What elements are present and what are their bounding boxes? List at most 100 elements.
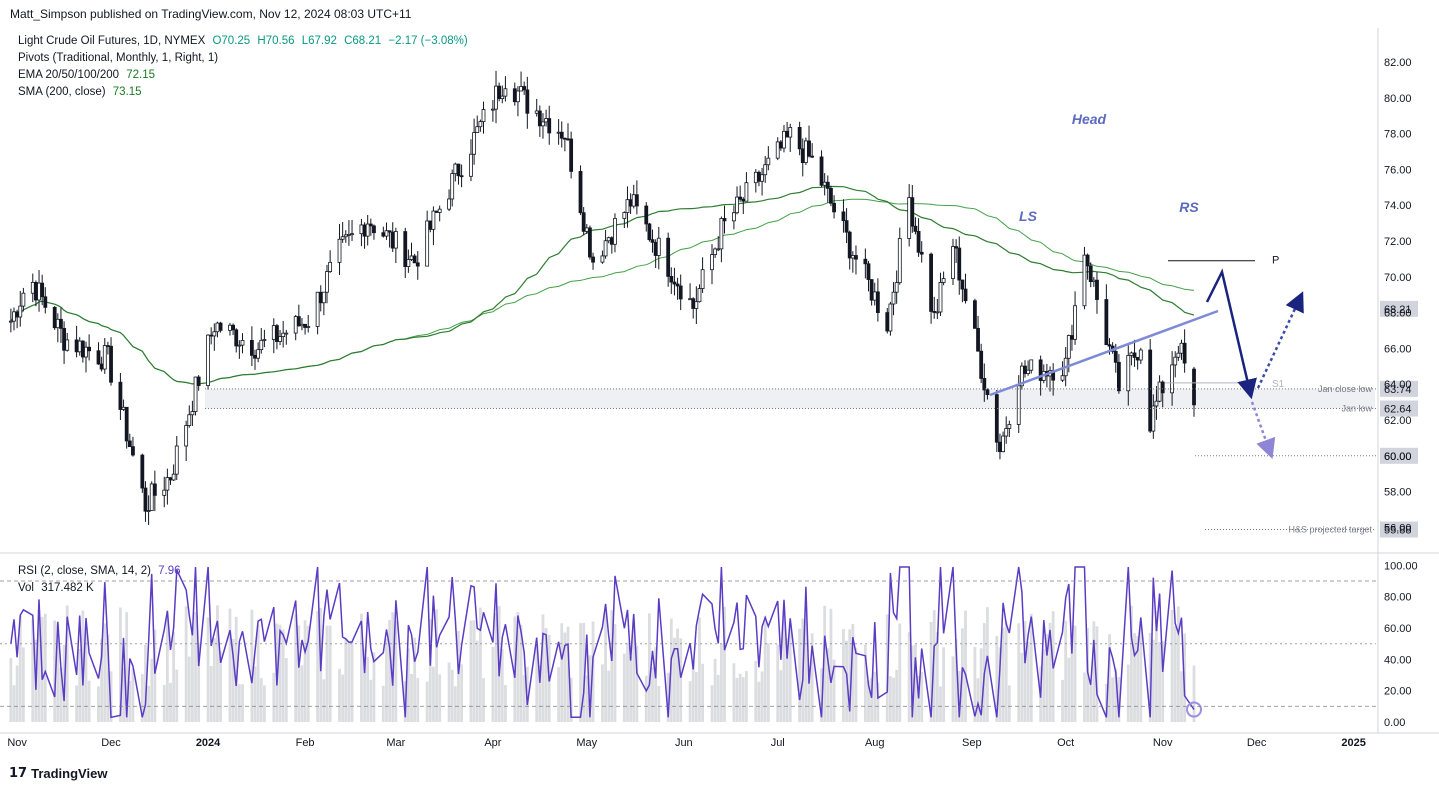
- volume-bar: [81, 610, 85, 722]
- candle-up: [1179, 342, 1184, 354]
- volume-bar: [635, 645, 639, 722]
- candle-up: [766, 157, 771, 166]
- price-level-tag-text: 62.64: [1384, 404, 1412, 416]
- volume-bar: [472, 620, 476, 722]
- volume-bar: [1133, 633, 1136, 722]
- candle-down: [368, 223, 373, 227]
- rsi-legend[interactable]: RSI (2, close, SMA, 14, 2) 7.96: [18, 565, 181, 577]
- price-level-tag-text: 55.88: [1384, 525, 1412, 537]
- volume-bar: [519, 624, 523, 722]
- candle-down: [547, 118, 552, 134]
- time-tick-label: Oct: [1057, 737, 1074, 749]
- volume-bar: [710, 685, 714, 722]
- ema-legend[interactable]: EMA 20/50/100/200 72.15: [18, 69, 155, 81]
- candle-down: [1182, 342, 1187, 364]
- candle-up: [146, 510, 151, 512]
- candle-down: [96, 350, 101, 365]
- volume-bar: [1111, 677, 1115, 722]
- volume-bar: [585, 675, 589, 722]
- candle-down: [994, 394, 999, 443]
- candle-up: [907, 197, 912, 239]
- volume-bar: [613, 624, 617, 722]
- volume-bar: [951, 656, 955, 722]
- candle-down: [998, 441, 1002, 453]
- candle-up: [212, 331, 217, 337]
- candle-down: [666, 237, 671, 277]
- candle-up: [1001, 435, 1005, 453]
- pivots-legend[interactable]: Pivots (Traditional, Monthly, 1, Right, …: [18, 52, 218, 64]
- volume-bar: [1042, 649, 1046, 722]
- volume-bar: [935, 632, 939, 722]
- volume-bar: [460, 664, 463, 722]
- candle-up: [350, 233, 354, 236]
- vol-legend[interactable]: Vol 317.482 K: [18, 582, 94, 594]
- candle-down: [1192, 368, 1196, 406]
- symbol-name: Light Crude Oil Futures, 1D, NYMEX: [18, 35, 206, 47]
- volume-bar: [147, 685, 150, 722]
- symbol-legend[interactable]: Light Crude Oil Futures, 1D, NYMEX O70.2…: [18, 35, 468, 47]
- volume-bar: [870, 677, 874, 722]
- volume-bar: [629, 656, 633, 722]
- candle-up: [306, 326, 311, 328]
- candle-up: [259, 339, 264, 351]
- volume-bar: [654, 647, 658, 722]
- candle-down: [634, 194, 639, 207]
- candle-down: [650, 239, 655, 243]
- price-level-label: H&S projected target: [1288, 525, 1372, 535]
- volume-bar: [626, 642, 629, 722]
- volume-bar: [719, 643, 723, 722]
- candle-up: [190, 411, 195, 416]
- volume-bar: [350, 641, 354, 722]
- volume-bar: [785, 638, 789, 722]
- volume-bar: [231, 638, 235, 722]
- sma-legend[interactable]: SMA (200, close) 73.15: [18, 86, 142, 98]
- candle-up: [193, 376, 198, 412]
- sma-200-line: [10, 198, 1195, 385]
- pattern-label-ls: LS: [1019, 208, 1038, 224]
- candle-up: [1082, 254, 1087, 307]
- candle-down: [957, 247, 962, 281]
- volume-bar: [37, 609, 41, 722]
- volume-bar: [898, 623, 902, 722]
- candle-down: [1070, 335, 1074, 340]
- candle-up: [888, 303, 893, 332]
- volume-bar: [873, 671, 877, 722]
- candle-up: [121, 406, 126, 410]
- candle-down: [74, 339, 79, 353]
- candle-up: [872, 291, 877, 301]
- volume-bar: [826, 648, 830, 722]
- candle-up: [284, 332, 289, 335]
- volume-bar: [212, 638, 216, 722]
- candle-up: [162, 489, 167, 496]
- ema-200-line: [10, 185, 1195, 385]
- candle-up: [822, 181, 827, 186]
- publisher-info: Matt_Simpson published on TradingView.co…: [10, 7, 412, 21]
- candle-down: [387, 230, 392, 233]
- candle-down: [578, 171, 583, 214]
- candle-down: [362, 224, 367, 237]
- volume-bar: [541, 614, 545, 722]
- candle-down: [512, 88, 517, 103]
- candle-up: [850, 255, 855, 259]
- candle-down: [566, 138, 570, 141]
- volume-bar: [482, 678, 485, 722]
- candle-up: [894, 282, 899, 293]
- ohlc-high: H70.56: [257, 35, 295, 47]
- volume-bar: [413, 637, 417, 722]
- volume-bar: [848, 629, 852, 722]
- ema-label: EMA 20/50/100/200: [18, 69, 120, 81]
- volume-bar: [453, 686, 457, 722]
- candle-up: [1170, 364, 1174, 394]
- tradingview-logo[interactable]: 17 TradingView: [9, 766, 107, 781]
- volume-bar: [172, 631, 176, 722]
- volume-bar: [325, 625, 329, 722]
- volume-bar: [278, 624, 282, 722]
- volume-bar: [43, 613, 47, 722]
- volume-bar: [973, 646, 977, 722]
- candle-down: [434, 210, 439, 213]
- candle-up: [688, 298, 692, 301]
- candle-up: [803, 140, 808, 163]
- volume-bar: [175, 669, 179, 722]
- volume-bar: [194, 612, 197, 722]
